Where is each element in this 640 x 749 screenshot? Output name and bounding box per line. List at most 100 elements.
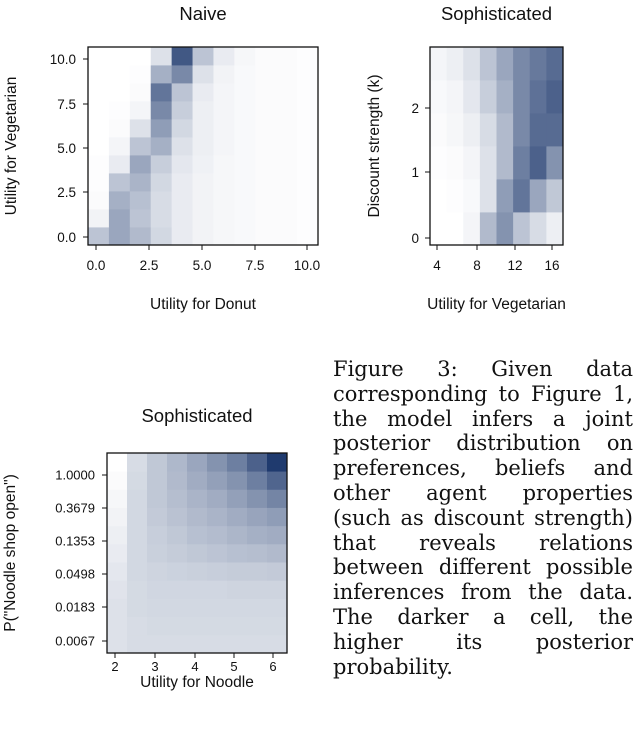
heatmap-cell [529, 113, 547, 147]
heatmap-cell [127, 471, 148, 490]
heatmap-cell [108, 119, 131, 138]
heatmap-cell [529, 179, 547, 213]
heatmap-cell [107, 616, 128, 636]
heatmap-cell [247, 453, 268, 472]
heatmap-cell [513, 47, 531, 81]
heatmap-cell [129, 83, 152, 102]
heatmap-cell [108, 65, 131, 84]
x-tick-label: 2.5 [140, 258, 159, 273]
y-tick-label: 0.0498 [55, 567, 95, 582]
heatmap-cell [267, 562, 288, 581]
heatmap-cell [463, 212, 481, 246]
heatmap-cell [227, 616, 248, 636]
heatmap-cell [207, 634, 228, 654]
heatmap-cell [108, 137, 131, 156]
heatmap-cell [463, 179, 481, 213]
plot-frame [106, 452, 288, 654]
heatmap-cell [213, 65, 235, 84]
x-tick-label: 3 [151, 659, 158, 674]
heatmap-cell [227, 507, 248, 527]
heatmap-cell [479, 47, 497, 81]
heatmap-cell [147, 634, 168, 654]
heatmap-sophisticated-noodle: 2 3 4 5 6 0.0067 0.0183 0.0498 0.1353 0.3679 1.000… [2, 405, 288, 691]
heatmap-cell [430, 212, 448, 246]
heatmap-cell [167, 580, 188, 599]
y-tick-label: 5.0 [57, 141, 76, 156]
heatmap-cell [446, 179, 464, 213]
heatmap-cell [479, 179, 497, 213]
heatmap-cell [267, 489, 288, 508]
x-tick-label: 10.0 [294, 258, 320, 273]
heatmap-cell [213, 173, 235, 192]
heatmap-cell [496, 212, 514, 246]
heatmap-cell [192, 119, 214, 138]
heatmap-cell [496, 47, 514, 81]
heatmap-cell [234, 119, 256, 138]
heatmap-cell [255, 119, 277, 138]
x-tick-label: 4 [433, 258, 441, 273]
heatmap-cell [167, 507, 188, 527]
heatmap-cell [88, 227, 110, 246]
heatmap-cell [297, 191, 319, 210]
heatmap-cell [207, 507, 228, 527]
heatmap-cell [227, 453, 248, 472]
plot-frame [87, 46, 319, 246]
heatmap-cell [267, 616, 288, 636]
heatmap-cell [430, 179, 448, 213]
heatmap-cell [276, 47, 298, 66]
heatmap-cell [150, 47, 173, 66]
x-tick-label: 8 [473, 258, 481, 273]
heatmap-cell [267, 525, 288, 545]
heatmap-cell [247, 580, 268, 599]
heatmap-cell [234, 47, 256, 66]
heatmap-cell [171, 47, 193, 66]
heatmap-cell [171, 65, 193, 84]
heatmap-cell [297, 209, 319, 228]
heatmap-cell [108, 191, 131, 210]
heatmap-cell [276, 155, 298, 174]
heatmap-cell [496, 179, 514, 213]
heatmap-cell [463, 47, 481, 81]
heatmap-cell [297, 155, 319, 174]
heatmap-cell [463, 113, 481, 147]
heatmap-cell [247, 489, 268, 508]
heatmap-cell [207, 543, 228, 563]
heatmap-cell [129, 227, 152, 246]
heatmap-cell [192, 47, 214, 66]
heatmap-cell [127, 453, 148, 472]
heatmap-cell [463, 146, 481, 180]
heatmap-cell [171, 209, 193, 228]
heatmap-cell [129, 47, 152, 66]
heatmap-cell [234, 137, 256, 156]
heatmap-naive: 0.0 2.5 5.0 7.5 10.0 0.0 2.5 5.0 7.5 10.0 Naive Uti… [3, 3, 320, 313]
heatmap-cell [513, 179, 531, 213]
figure-caption: Figure 3: Given data corresponding to Fi… [333, 357, 633, 679]
heatmap-cell [127, 507, 148, 527]
heatmap-cell [267, 507, 288, 527]
heatmap-cell [276, 83, 298, 102]
heatmap-cell [187, 525, 208, 545]
heatmap-cell [213, 209, 235, 228]
y-tick-label: 10.0 [50, 52, 76, 67]
heatmap-cell [479, 113, 497, 147]
heatmap-cell [276, 227, 298, 246]
heatmap-cell [297, 173, 319, 192]
heatmap-cell [150, 137, 173, 156]
heatmap-cell [108, 47, 131, 66]
heatmap-cell [187, 616, 208, 636]
y-tick-label: 7.5 [57, 97, 76, 112]
heatmap-cell [297, 119, 319, 138]
heatmap-cell [187, 507, 208, 527]
heatmap-cell [147, 616, 168, 636]
heatmap-cell [276, 173, 298, 192]
heatmap-cell [213, 155, 235, 174]
heatmap-cell [247, 598, 268, 618]
heatmap-cell [234, 191, 256, 210]
heatmap-cell [267, 453, 288, 472]
heatmap-cell [546, 146, 564, 180]
y-tick-label: 2 [411, 101, 419, 116]
chart-title: Naive [179, 3, 226, 24]
heatmap-cell [192, 155, 214, 174]
heatmap-cell [147, 453, 168, 472]
